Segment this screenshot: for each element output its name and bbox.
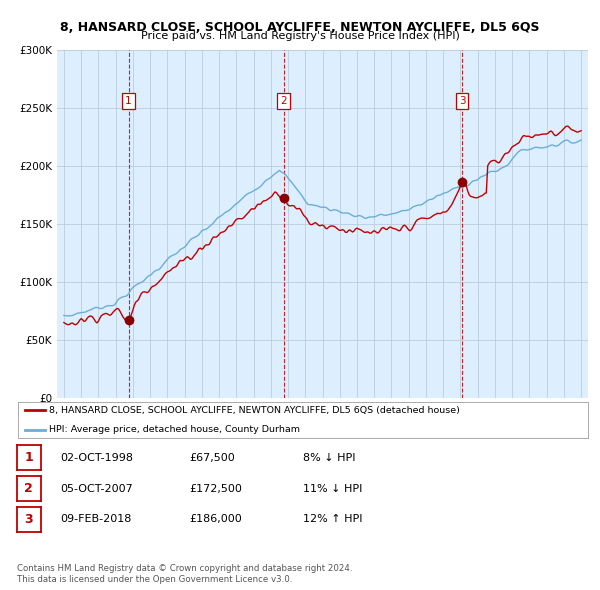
Text: £67,500: £67,500 [189,453,235,463]
Text: Price paid vs. HM Land Registry's House Price Index (HPI): Price paid vs. HM Land Registry's House … [140,31,460,41]
Text: 02-OCT-1998: 02-OCT-1998 [60,453,133,463]
Text: £172,500: £172,500 [189,484,242,493]
Text: 05-OCT-2007: 05-OCT-2007 [60,484,133,493]
Text: 1: 1 [25,451,33,464]
Text: 8, HANSARD CLOSE, SCHOOL AYCLIFFE, NEWTON AYCLIFFE, DL5 6QS (detached house): 8, HANSARD CLOSE, SCHOOL AYCLIFFE, NEWTO… [49,406,460,415]
Text: 12% ↑ HPI: 12% ↑ HPI [303,514,362,524]
Text: 1: 1 [125,96,132,106]
Text: Contains HM Land Registry data © Crown copyright and database right 2024.: Contains HM Land Registry data © Crown c… [17,565,352,573]
Text: 2: 2 [280,96,287,106]
Text: 3: 3 [459,96,466,106]
Text: 8% ↓ HPI: 8% ↓ HPI [303,453,355,463]
Text: 2: 2 [25,482,33,495]
Text: 09-FEB-2018: 09-FEB-2018 [60,514,131,524]
Text: This data is licensed under the Open Government Licence v3.0.: This data is licensed under the Open Gov… [17,575,292,584]
Text: HPI: Average price, detached house, County Durham: HPI: Average price, detached house, Coun… [49,425,301,434]
Text: 3: 3 [25,513,33,526]
Text: £186,000: £186,000 [189,514,242,524]
Text: 8, HANSARD CLOSE, SCHOOL AYCLIFFE, NEWTON AYCLIFFE, DL5 6QS: 8, HANSARD CLOSE, SCHOOL AYCLIFFE, NEWTO… [60,21,540,34]
Text: 11% ↓ HPI: 11% ↓ HPI [303,484,362,493]
